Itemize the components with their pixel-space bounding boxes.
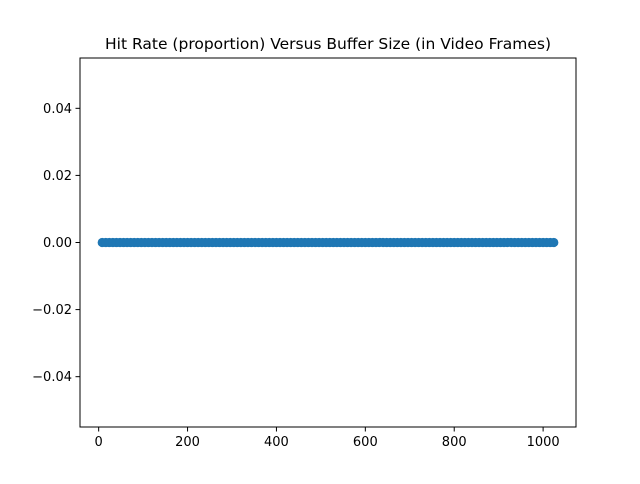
x-tick-label: 400 — [264, 435, 289, 450]
y-tick-label: −0.04 — [32, 370, 72, 385]
x-tick-label: 200 — [175, 435, 200, 450]
y-tick-label: −0.02 — [32, 303, 72, 318]
x-tick-label: 0 — [95, 435, 103, 450]
y-axis-ticks: −0.04 −0.02 0.00 0.02 0.04 — [32, 102, 80, 385]
chart-title: Hit Rate (proportion) Versus Buffer Size… — [105, 35, 551, 53]
x-tick-label: 1000 — [527, 435, 560, 450]
x-tick-label: 800 — [442, 435, 467, 450]
data-point — [549, 237, 559, 248]
y-tick-label: 0.02 — [43, 169, 72, 184]
data-points — [97, 237, 559, 248]
y-tick-label: 0.00 — [43, 236, 72, 251]
x-axis-ticks: 0 200 400 600 800 1000 — [95, 427, 560, 450]
y-tick-label: 0.04 — [43, 102, 72, 117]
plot-area-frame — [79, 57, 577, 428]
x-tick-label: 600 — [353, 435, 378, 450]
